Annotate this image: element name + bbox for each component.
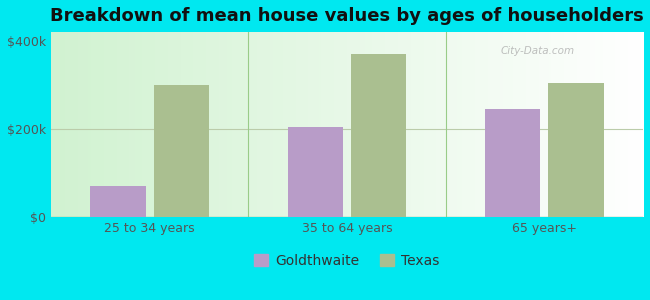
Bar (351, 54, 406, 217)
Text: City-Data.com: City-Data.com (501, 46, 575, 56)
Bar (90, 186, 146, 217)
Bar (485, 109, 540, 217)
Title: Breakdown of mean house values by ages of householders: Breakdown of mean house values by ages o… (50, 7, 644, 25)
Bar (549, 83, 604, 217)
Bar (288, 127, 343, 217)
Legend: Goldthwaite, Texas: Goldthwaite, Texas (255, 254, 439, 268)
Bar (153, 85, 209, 217)
